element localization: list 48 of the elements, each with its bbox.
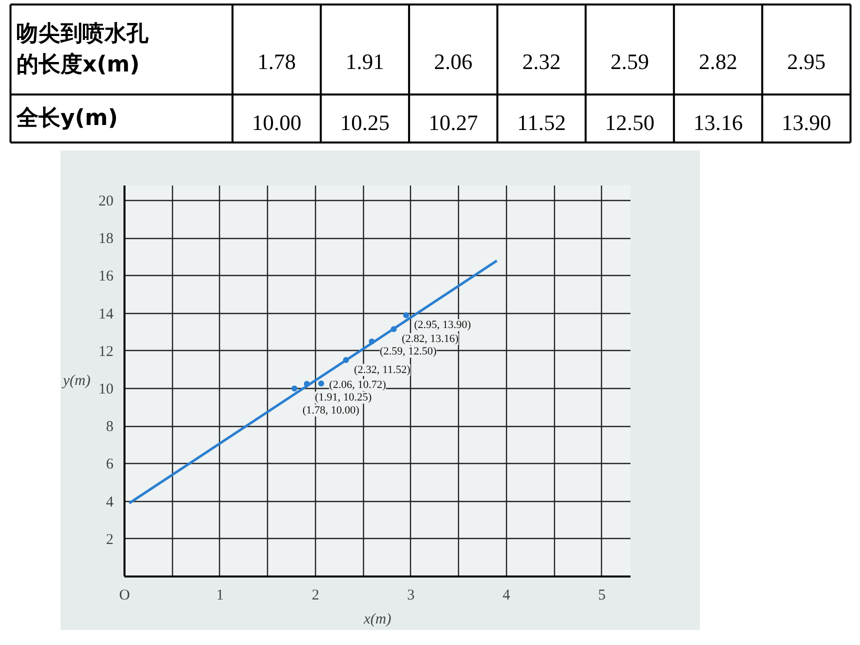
- annotation: (2.59, 12.50): [380, 346, 437, 358]
- text: 2.59: [610, 49, 650, 74]
- point: [291, 386, 298, 392]
- x-tick-label: 4: [502, 588, 511, 604]
- y-tick-label: 20: [98, 194, 114, 210]
- text: 全长y(m): [16, 106, 118, 131]
- y-tick-label: 14: [98, 306, 114, 322]
- text: 12.50: [605, 110, 655, 135]
- y-tick-label: 2: [106, 532, 114, 548]
- text: 10.27: [428, 110, 478, 135]
- y-tick-label: 10: [98, 382, 114, 398]
- text: 13.90: [782, 110, 832, 135]
- annotation: (2.32, 11.52): [354, 364, 411, 376]
- text: 2.95: [787, 49, 826, 74]
- point: [403, 312, 410, 318]
- x-tick-label: 2: [312, 588, 320, 604]
- y-tick-label: 12: [98, 344, 114, 360]
- point: [304, 380, 310, 387]
- x-tick-label: 1: [216, 588, 224, 604]
- y-tick-label: 4: [106, 494, 114, 510]
- text: 13.16: [693, 110, 743, 135]
- annotation: (2.06, 10.72): [329, 378, 386, 391]
- annotation: (2.95, 13.90): [414, 319, 472, 332]
- point: [390, 326, 397, 332]
- text: 10.25: [340, 110, 390, 135]
- point: [368, 338, 375, 345]
- y-axis-title: y(m): [61, 373, 91, 389]
- annotation: (1.91, 10.25): [314, 392, 372, 404]
- point: [318, 380, 324, 386]
- text: 2.32: [522, 49, 561, 74]
- y-tick-label: 6: [106, 456, 114, 473]
- text: 1.78: [257, 49, 296, 74]
- y-tick-label: 16: [98, 268, 114, 285]
- text: 10.00: [252, 110, 302, 135]
- y-tick-label: 18: [98, 231, 114, 248]
- text: 2.82: [698, 49, 738, 74]
- text: 11.52: [517, 110, 566, 135]
- text: 吻尖到喷水孔的长度x(m): [16, 21, 150, 78]
- x-tick-label: 5: [598, 588, 606, 604]
- x-axis-title: x(m): [362, 612, 392, 628]
- x-tick-label: 3: [407, 588, 415, 604]
- y-tick-label: 8: [106, 419, 114, 436]
- annotation: (2.82, 13.16): [402, 333, 459, 346]
- x-tick-label: O: [119, 588, 130, 604]
- text: 1.91: [346, 49, 384, 74]
- text: 2.06: [434, 49, 472, 74]
- point: [342, 356, 349, 363]
- annotation: (1.78, 10.00): [302, 404, 360, 416]
